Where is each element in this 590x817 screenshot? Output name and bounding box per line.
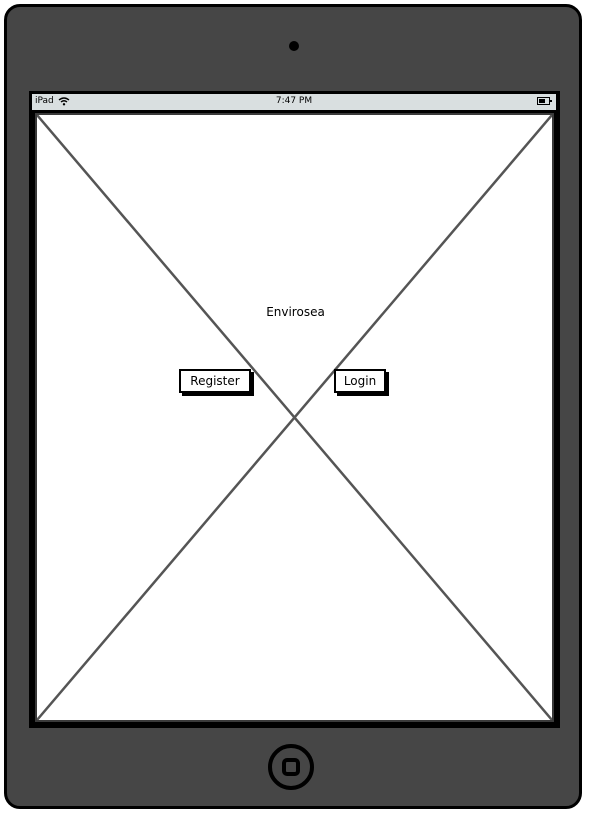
- app-screen: Envirosea Register Login: [35, 113, 554, 722]
- login-button[interactable]: Login: [334, 369, 386, 393]
- status-left: iPad: [35, 96, 70, 106]
- wifi-icon: [58, 96, 70, 105]
- status-time: 7:47 PM: [275, 96, 313, 106]
- camera-icon: [289, 41, 299, 51]
- register-button[interactable]: Register: [179, 369, 251, 393]
- image-placeholder-icon: [37, 115, 552, 720]
- home-button-inner: [282, 758, 300, 776]
- device-label: iPad: [35, 96, 54, 106]
- status-right: [537, 97, 552, 105]
- home-button-icon[interactable]: [268, 744, 314, 790]
- status-bar: iPad 7:47 PM: [32, 94, 556, 110]
- battery-icon: [537, 97, 552, 105]
- app-title: Envirosea: [266, 305, 325, 319]
